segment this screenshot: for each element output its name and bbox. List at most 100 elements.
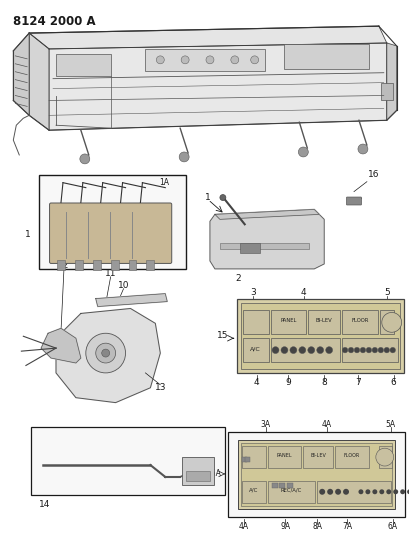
Circle shape <box>365 348 371 353</box>
Text: 15: 15 <box>217 331 228 340</box>
Bar <box>31 427 224 495</box>
Text: 1: 1 <box>204 193 210 202</box>
Bar <box>57 260 65 270</box>
FancyBboxPatch shape <box>49 203 171 263</box>
Text: 1A: 1A <box>159 178 169 187</box>
Circle shape <box>272 346 278 353</box>
Text: 11: 11 <box>105 269 116 278</box>
Bar <box>279 483 285 488</box>
Circle shape <box>383 348 389 353</box>
Text: 4: 4 <box>253 378 259 387</box>
Circle shape <box>230 56 238 64</box>
Bar <box>75 260 83 270</box>
Text: 8124 2000 A: 8124 2000 A <box>13 15 96 28</box>
Circle shape <box>326 489 333 495</box>
Text: 7: 7 <box>354 378 360 387</box>
Bar <box>146 260 154 270</box>
Bar <box>270 311 306 334</box>
Text: 8: 8 <box>321 378 326 387</box>
Text: 13: 13 <box>154 383 166 392</box>
Circle shape <box>85 333 125 373</box>
Circle shape <box>219 195 225 200</box>
Bar <box>227 432 404 516</box>
Polygon shape <box>96 294 167 306</box>
Circle shape <box>342 489 348 495</box>
Text: 9A: 9A <box>280 522 290 531</box>
Bar <box>182 457 213 485</box>
Bar <box>39 175 186 269</box>
Circle shape <box>325 346 332 353</box>
Bar <box>128 260 136 270</box>
Bar <box>240 443 391 506</box>
FancyBboxPatch shape <box>346 197 361 205</box>
Circle shape <box>399 489 404 494</box>
Bar <box>341 311 377 334</box>
Circle shape <box>179 152 189 162</box>
Circle shape <box>342 348 347 353</box>
Circle shape <box>389 348 395 353</box>
Bar <box>242 311 268 334</box>
Bar <box>240 303 399 369</box>
Circle shape <box>385 489 390 494</box>
Circle shape <box>364 489 369 494</box>
Circle shape <box>307 346 314 353</box>
Bar <box>287 483 293 488</box>
Bar <box>303 446 333 468</box>
Bar <box>271 483 277 488</box>
Bar <box>308 311 339 334</box>
Text: REC/A/C: REC/A/C <box>280 488 301 493</box>
Polygon shape <box>214 209 319 220</box>
Circle shape <box>377 348 383 353</box>
Text: FLOOR: FLOOR <box>351 318 368 324</box>
Bar <box>317 481 390 503</box>
Bar <box>56 54 110 76</box>
Circle shape <box>334 489 340 495</box>
Bar <box>244 457 249 462</box>
Text: 12: 12 <box>58 261 70 270</box>
Circle shape <box>375 448 393 466</box>
Text: FLOOR: FLOOR <box>343 453 359 458</box>
Bar <box>110 260 118 270</box>
Circle shape <box>289 346 296 353</box>
Bar <box>242 338 268 362</box>
Circle shape <box>250 56 258 64</box>
Text: 2: 2 <box>234 274 240 283</box>
Circle shape <box>347 348 353 353</box>
Circle shape <box>80 154 90 164</box>
Polygon shape <box>49 43 386 130</box>
Polygon shape <box>56 309 160 402</box>
Text: BI-LEV: BI-LEV <box>310 453 326 458</box>
Polygon shape <box>13 33 29 115</box>
Circle shape <box>353 348 359 353</box>
Text: 7A: 7A <box>341 522 351 531</box>
Circle shape <box>381 312 401 332</box>
Bar <box>267 446 301 468</box>
Text: A/C: A/C <box>249 346 261 351</box>
Circle shape <box>357 144 367 154</box>
Text: 3: 3 <box>250 288 256 297</box>
Circle shape <box>280 346 287 353</box>
Bar <box>284 44 368 69</box>
Circle shape <box>298 147 308 157</box>
Text: 14: 14 <box>39 500 50 509</box>
Circle shape <box>371 348 377 353</box>
Polygon shape <box>29 33 49 130</box>
Text: 6: 6 <box>390 378 396 387</box>
Bar <box>219 243 308 249</box>
Circle shape <box>359 348 365 353</box>
Text: 8A: 8A <box>312 522 321 531</box>
Bar <box>267 481 315 503</box>
Polygon shape <box>386 43 396 120</box>
Circle shape <box>96 343 115 363</box>
Bar <box>92 260 101 270</box>
Text: PANEL: PANEL <box>276 453 292 458</box>
Bar <box>241 481 265 503</box>
Bar <box>145 49 264 71</box>
Bar <box>236 298 402 373</box>
Text: 15A: 15A <box>206 470 221 479</box>
Text: 10: 10 <box>117 281 129 290</box>
Bar <box>270 338 339 362</box>
Circle shape <box>357 489 362 494</box>
Bar <box>380 83 392 100</box>
Polygon shape <box>29 26 386 49</box>
